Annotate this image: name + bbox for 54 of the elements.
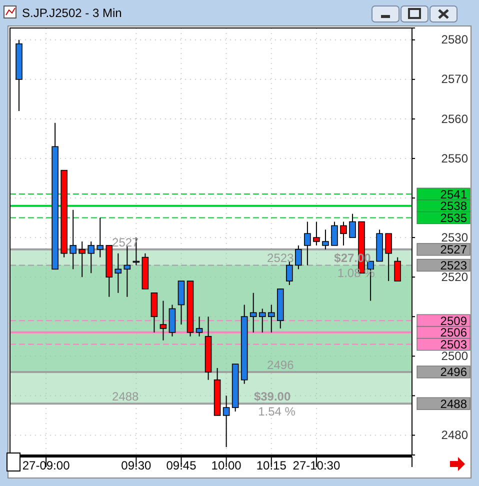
candlestick xyxy=(168,304,176,337)
ref-line-label: 2527 xyxy=(440,242,468,257)
candlestick xyxy=(78,241,86,278)
y-tick-label: 2570 xyxy=(441,72,468,86)
x-tick-label: 09:30 xyxy=(121,458,152,473)
y-tick-label: 2500 xyxy=(441,348,468,363)
candlestick xyxy=(304,221,311,266)
candlestick xyxy=(196,316,203,337)
ref-line-label: 2496 xyxy=(440,365,468,380)
y-tick-label: 2530 xyxy=(441,230,468,244)
candlestick xyxy=(250,292,257,333)
candlestick xyxy=(96,217,104,258)
candlestick xyxy=(222,395,230,448)
candlestick xyxy=(340,221,347,246)
y-tick-label: 2580 xyxy=(441,32,468,47)
x-tick-label: 27-09:00 xyxy=(22,458,70,473)
candlestick xyxy=(150,292,158,333)
x-tick-label: 10:15 xyxy=(256,458,287,473)
x-tick-label: 10:00 xyxy=(211,458,242,473)
chart-title: S.JP.J2502 - 3 Min xyxy=(22,6,122,20)
y-tick-label: 2560 xyxy=(441,112,468,126)
candlestick xyxy=(394,256,401,282)
candlestick xyxy=(286,260,293,286)
x-tick-label: 27-10:30 xyxy=(292,458,340,473)
y-tick-label: 2550 xyxy=(441,151,468,166)
annotation: 1.54 % xyxy=(258,404,296,419)
ref-line-label: 2538 xyxy=(440,199,468,214)
y-tick-label: 2520 xyxy=(441,270,468,284)
candlestick xyxy=(268,304,275,333)
ref-line-label: 2506 xyxy=(440,326,468,340)
candlestick xyxy=(178,280,185,326)
candlestick xyxy=(258,308,266,333)
candlestick xyxy=(88,241,95,274)
annotation: 2488 xyxy=(112,390,140,404)
ref-line-label: 2541 xyxy=(440,187,468,202)
annotation: 2496 xyxy=(267,358,294,372)
candlestick xyxy=(295,244,302,270)
y-tick-label: 2480 xyxy=(441,428,468,442)
candlestick xyxy=(385,233,392,282)
candlestick xyxy=(331,221,338,246)
candlestick xyxy=(114,252,122,294)
annotation: 2523 xyxy=(267,251,294,266)
annotation: $39.00 xyxy=(254,390,291,404)
candlestick xyxy=(70,209,76,270)
ref-line-label: 2503 xyxy=(440,337,468,352)
ref-line-label: 2509 xyxy=(440,314,468,328)
candlestick xyxy=(349,213,356,238)
candlestick xyxy=(313,221,320,246)
ref-line-label: 2523 xyxy=(440,258,468,272)
x-tick-label: 09:45 xyxy=(166,458,197,473)
candlestick xyxy=(160,300,167,341)
ref-line-label: 2535 xyxy=(440,210,468,225)
candlestick xyxy=(322,229,329,250)
ref-line-label: 2488 xyxy=(440,396,468,411)
